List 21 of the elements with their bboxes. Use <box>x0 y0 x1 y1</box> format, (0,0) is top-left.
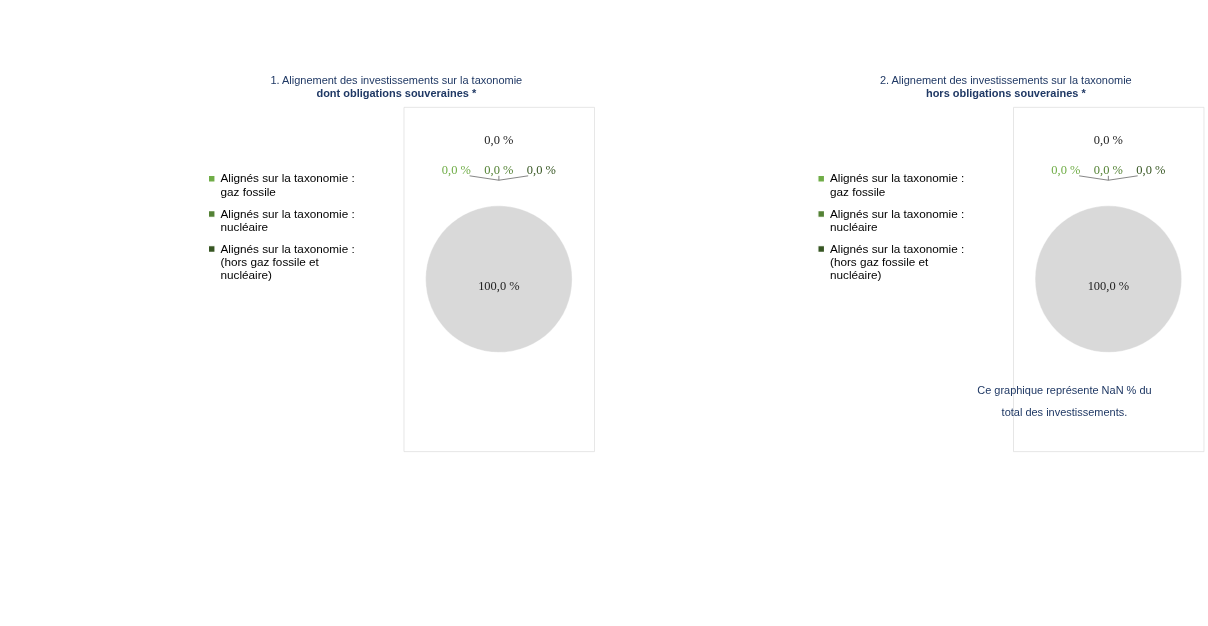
legend-label: Alignés sur la taxonomie : nucléaire <box>830 206 965 233</box>
chart-subtitle: dont obligations souveraines * <box>316 87 477 100</box>
legend-label: Alignés sur la taxonomie : (hors gaz fossile et nucléaire) <box>220 241 355 282</box>
text: 0,0 % <box>484 133 514 148</box>
chart-title: 2. Alignement des investissements sur la taxonomie <box>879 73 1132 86</box>
text: 0,0 % <box>484 162 514 177</box>
chart-subtitle: hors obligations souveraines * <box>925 87 1087 100</box>
legend-label: Alignés sur la taxonomie : (hors gaz fossile et nucléaire) <box>830 241 965 282</box>
data-label: 100,0 % <box>478 279 520 294</box>
text: 0,0 % <box>1136 162 1166 177</box>
text: 0,0 % <box>441 162 471 177</box>
text: 0,0 % <box>1093 162 1123 177</box>
legend-label: Alignés sur la taxonomie : gaz fossile <box>220 171 355 198</box>
legend-label: Alignés sur la taxonomie : nucléaire <box>220 206 355 233</box>
legend-label: Alignés sur la taxonomie : gaz fossile <box>830 171 965 198</box>
data-label: 100,0 % <box>1087 279 1130 294</box>
text: 0,0 % <box>1093 133 1123 148</box>
text: Ce graphique représente NaN % du total des investissements. <box>977 384 1152 419</box>
text: 0,0 % <box>1051 162 1081 177</box>
chart-title: 1. Alignement des investissements sur la taxonomie <box>270 73 523 86</box>
text: 0,0 % <box>526 162 556 177</box>
